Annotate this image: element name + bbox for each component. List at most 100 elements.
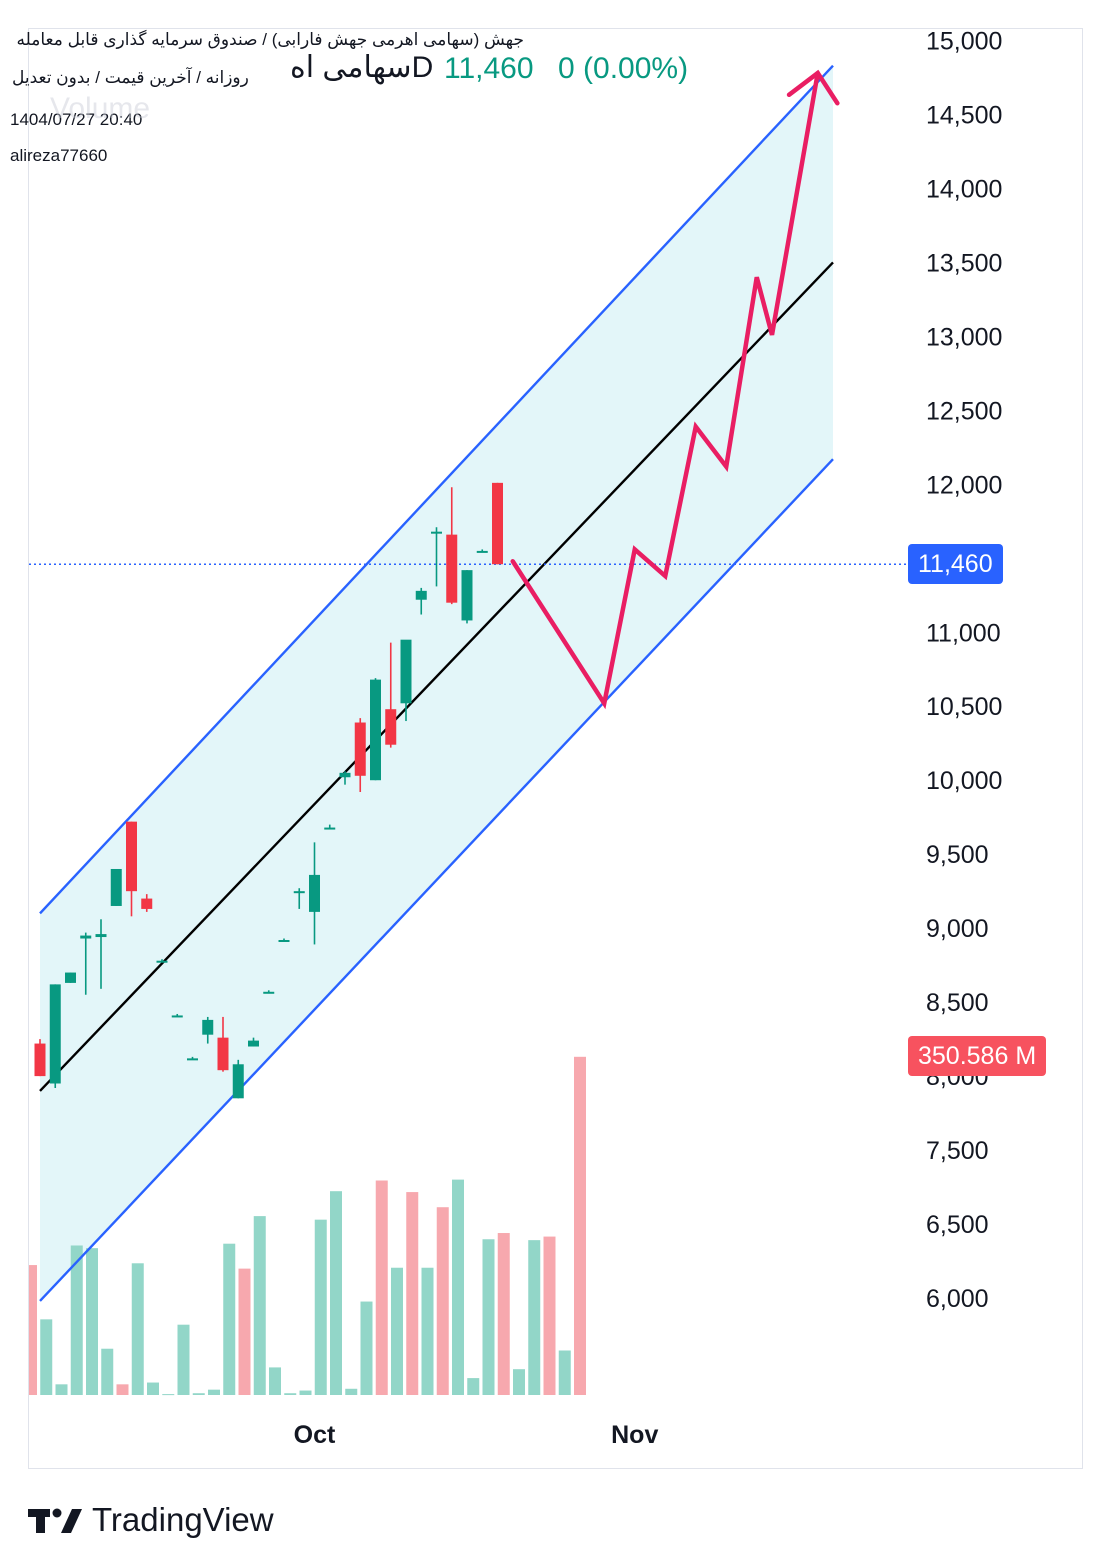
volume-bar [162, 1394, 175, 1396]
volume-bar [314, 1219, 327, 1395]
volume-bar [70, 1245, 83, 1395]
candle-body [95, 934, 107, 938]
volume-bar [177, 1324, 190, 1395]
volume-bar [345, 1388, 358, 1395]
channel-upper-line [39, 64, 834, 915]
volume-bar [406, 1192, 419, 1395]
interval-label: D [411, 51, 434, 84]
candle-body [385, 709, 397, 745]
candle-body [278, 939, 290, 942]
volume-bar [101, 1348, 114, 1395]
chart-settings-label: روزانه / آخرین قیمت / بدون تعدیل [12, 68, 249, 87]
projection-arrowhead [786, 69, 840, 106]
volume-bar [192, 1393, 205, 1395]
candle-body [339, 772, 351, 778]
volume-bar [421, 1267, 434, 1395]
channel-lower-line [39, 458, 834, 1302]
author-name: alireza77660 [10, 146, 108, 165]
candle-body [80, 935, 92, 939]
volume-bar [40, 1319, 53, 1395]
volume-bar [116, 1384, 129, 1395]
candle-body [217, 1037, 229, 1071]
volume-bar [330, 1191, 342, 1395]
y-axis-tick-label: 6,000 [926, 1285, 989, 1313]
volume-bar [391, 1267, 403, 1395]
candle-body [248, 1040, 259, 1047]
y-axis-tick-label: 11,000 [926, 619, 1001, 647]
y-axis-tick-label: 10,000 [926, 767, 1002, 795]
channel-mid-line [39, 261, 834, 1092]
volume-bar [452, 1179, 464, 1395]
candle-body [34, 1043, 46, 1077]
last-price-tag: 11,460 [908, 544, 1003, 584]
volume-bar [513, 1369, 525, 1395]
y-axis-tick-label: 12,000 [926, 471, 1002, 499]
y-axis-tick-label: 12,500 [926, 397, 1002, 425]
candle-body [400, 639, 412, 704]
volume-bar [497, 1233, 510, 1395]
candle-body [293, 891, 305, 894]
candle-body [232, 1064, 244, 1099]
volume-bar [253, 1216, 266, 1395]
tradingview-brand[interactable]: TradingView [28, 1498, 274, 1542]
volume-bar [238, 1268, 251, 1395]
candle-body [476, 550, 488, 553]
volume-bar [208, 1389, 220, 1395]
candle-body [415, 590, 427, 600]
volume-bar [29, 1265, 37, 1395]
symbol-name: سهامی اه [290, 51, 412, 84]
y-axis-tick-label: 14,500 [926, 101, 1002, 129]
candle-body [370, 679, 381, 781]
volume-legend-ghost: Volume [50, 92, 151, 125]
y-axis-tick-label: 14,000 [926, 175, 1002, 203]
brand-name: TradingView [92, 1501, 274, 1538]
x-axis-label: Nov [611, 1421, 658, 1449]
candle-body [354, 722, 366, 776]
volume-bar [223, 1243, 236, 1395]
symbol-legend[interactable]: سهامی اهD [290, 50, 433, 85]
tradingview-logo-icon [28, 1508, 82, 1533]
candle-body [65, 972, 76, 983]
volume-bar [574, 1056, 586, 1395]
volume-bar [467, 1378, 480, 1395]
volume-bar [360, 1301, 373, 1395]
channel-fill [40, 65, 833, 1301]
volume-bar [482, 1239, 495, 1395]
legend-last-price: 11,460 [444, 52, 534, 85]
candle-body [431, 531, 442, 534]
chart-frame [28, 28, 1083, 1469]
volume-bar [436, 1207, 449, 1395]
candle-body [126, 821, 137, 892]
volume-bar [284, 1393, 297, 1395]
candle-body [446, 534, 458, 603]
volume-bar [543, 1236, 556, 1395]
y-axis-tick-label: 9,500 [926, 841, 989, 869]
snapshot-date: 1404/07/27 20:40 [10, 110, 143, 129]
candle-body [309, 874, 320, 912]
volume-bar [375, 1180, 388, 1395]
legend-change: 0 (0.00%) [558, 52, 689, 85]
volume-bar [147, 1382, 159, 1395]
x-axis-label: Oct [294, 1421, 336, 1449]
y-axis-tick-label: 6,500 [926, 1211, 989, 1239]
candle-body [263, 991, 275, 994]
volume-bar [269, 1367, 281, 1395]
candle-body [187, 1058, 198, 1061]
candle-body [49, 984, 61, 1084]
volume-bar [55, 1384, 68, 1395]
y-axis-tick-label: 10,500 [926, 693, 1002, 721]
y-axis-tick-label: 9,000 [926, 915, 989, 943]
candle-body [171, 1015, 183, 1018]
volume-bar [558, 1350, 571, 1395]
candle-body [202, 1019, 214, 1035]
volume-bar [131, 1263, 144, 1395]
y-axis-tick-label: 7,500 [926, 1137, 989, 1165]
volume-bar [299, 1390, 312, 1395]
y-axis-tick-label: 13,000 [926, 323, 1002, 351]
candle-body [324, 827, 336, 830]
volume-value-tag: 350.586 M [908, 1036, 1047, 1076]
projection-path [510, 70, 820, 710]
volume-bar [86, 1248, 98, 1395]
volume-bar [528, 1240, 541, 1395]
